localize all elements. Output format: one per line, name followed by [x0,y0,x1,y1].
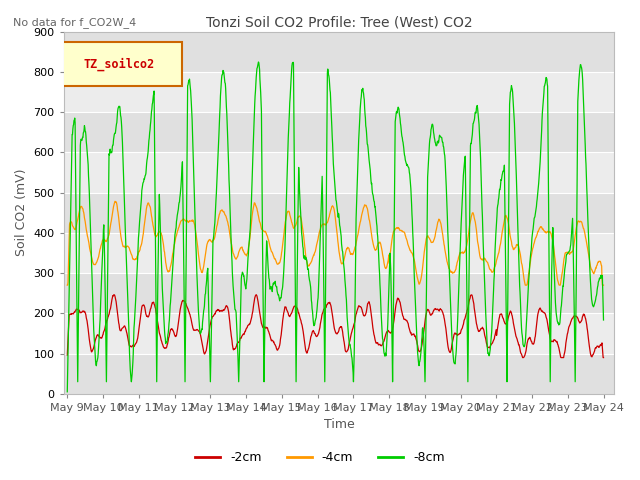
X-axis label: Time: Time [324,419,355,432]
Bar [64,233,614,273]
Bar [64,354,614,394]
Bar [64,273,614,313]
Bar [64,72,614,112]
Bar [64,313,614,354]
Bar [64,152,614,192]
Text: TZ_soilco2: TZ_soilco2 [83,58,154,71]
Legend: -2cm, -4cm, -8cm: -2cm, -4cm, -8cm [190,446,450,469]
Bar [64,192,614,233]
Bar [64,32,614,72]
Text: No data for f_CO2W_4: No data for f_CO2W_4 [13,17,136,28]
Y-axis label: Soil CO2 (mV): Soil CO2 (mV) [15,169,28,256]
Title: Tonzi Soil CO2 Profile: Tree (West) CO2: Tonzi Soil CO2 Profile: Tree (West) CO2 [205,15,472,29]
FancyBboxPatch shape [61,42,182,86]
Bar [64,112,614,152]
